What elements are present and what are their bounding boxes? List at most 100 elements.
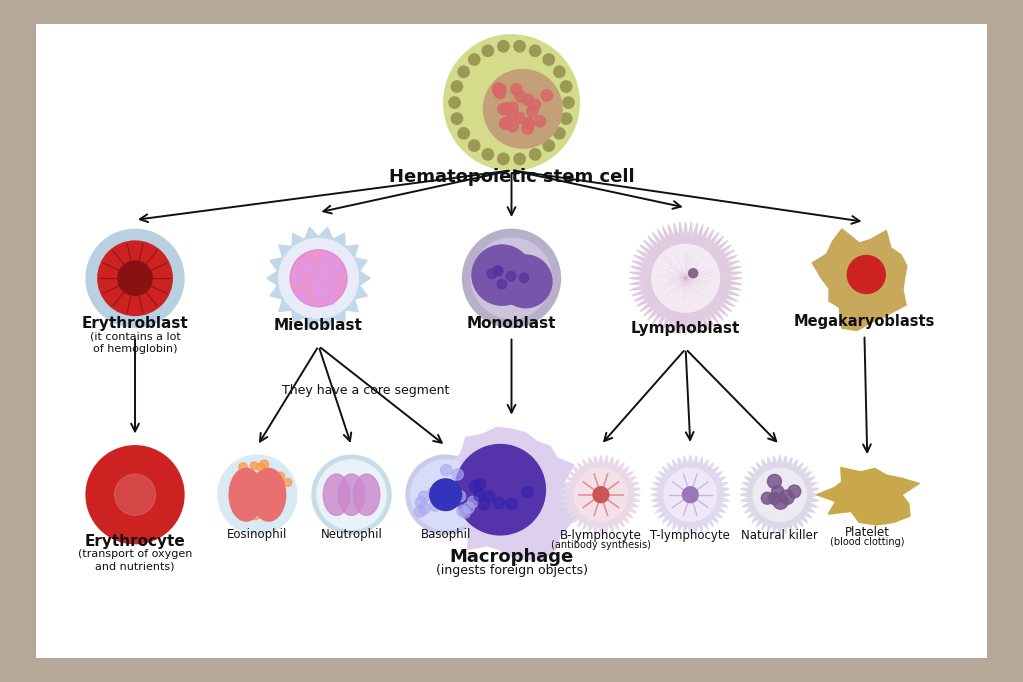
Ellipse shape (257, 505, 267, 515)
Text: Platelet: Platelet (845, 526, 890, 539)
Ellipse shape (317, 460, 387, 529)
Ellipse shape (507, 121, 519, 132)
Ellipse shape (86, 229, 184, 327)
Ellipse shape (266, 488, 277, 499)
Text: T-lymphocyte: T-lymphocyte (651, 529, 730, 542)
Ellipse shape (430, 479, 461, 511)
Ellipse shape (441, 464, 452, 476)
Text: Hematopoietic stem cell: Hematopoietic stem cell (389, 168, 634, 186)
Ellipse shape (522, 123, 533, 134)
Ellipse shape (300, 294, 307, 301)
Ellipse shape (244, 492, 254, 501)
Ellipse shape (768, 492, 781, 505)
Ellipse shape (250, 475, 260, 485)
Ellipse shape (498, 41, 509, 52)
Ellipse shape (482, 45, 493, 57)
Ellipse shape (472, 238, 551, 318)
Ellipse shape (487, 269, 496, 278)
Ellipse shape (250, 509, 261, 520)
Ellipse shape (452, 469, 463, 480)
Ellipse shape (514, 113, 525, 123)
Text: Lymphoblast: Lymphoblast (631, 321, 741, 336)
Ellipse shape (312, 278, 319, 285)
Text: (transport of oxygen
and nutrients): (transport of oxygen and nutrients) (78, 549, 192, 572)
Ellipse shape (284, 479, 292, 486)
Ellipse shape (497, 280, 506, 289)
Ellipse shape (501, 117, 513, 128)
Ellipse shape (495, 84, 506, 95)
Polygon shape (812, 229, 906, 331)
Polygon shape (651, 455, 729, 534)
Text: Neutrophil: Neutrophil (320, 528, 383, 541)
Ellipse shape (252, 469, 285, 521)
Ellipse shape (494, 87, 505, 99)
Ellipse shape (256, 490, 264, 499)
Ellipse shape (484, 70, 562, 148)
Ellipse shape (86, 446, 184, 544)
Ellipse shape (543, 140, 554, 151)
Ellipse shape (275, 472, 284, 481)
Text: Basophil: Basophil (420, 528, 471, 541)
Ellipse shape (688, 269, 698, 278)
Ellipse shape (761, 492, 773, 504)
Ellipse shape (315, 287, 322, 295)
Polygon shape (442, 428, 580, 560)
Ellipse shape (593, 487, 609, 503)
Text: Monoblast: Monoblast (466, 316, 557, 331)
Ellipse shape (475, 479, 486, 490)
Ellipse shape (325, 284, 332, 292)
Ellipse shape (323, 474, 350, 516)
Ellipse shape (506, 499, 518, 509)
Ellipse shape (767, 475, 782, 488)
Ellipse shape (493, 85, 504, 97)
Ellipse shape (575, 469, 627, 521)
Ellipse shape (523, 119, 534, 130)
Ellipse shape (563, 97, 574, 108)
Ellipse shape (529, 99, 540, 110)
Text: B-lymphocyte: B-lymphocyte (560, 529, 641, 542)
Ellipse shape (236, 489, 248, 501)
Ellipse shape (561, 113, 572, 124)
Ellipse shape (329, 269, 337, 277)
Ellipse shape (492, 83, 503, 94)
Ellipse shape (415, 496, 427, 508)
Ellipse shape (523, 94, 534, 106)
Text: (antibody synthesis): (antibody synthesis) (551, 540, 651, 550)
Text: (ingests foreign objects): (ingests foreign objects) (436, 565, 587, 578)
Ellipse shape (229, 469, 263, 521)
Ellipse shape (498, 153, 509, 164)
Ellipse shape (530, 149, 541, 160)
Ellipse shape (274, 499, 281, 507)
Ellipse shape (242, 479, 253, 489)
Ellipse shape (335, 265, 342, 272)
Ellipse shape (115, 474, 155, 516)
Ellipse shape (414, 505, 426, 517)
Ellipse shape (515, 91, 526, 102)
Ellipse shape (278, 239, 358, 318)
Ellipse shape (457, 505, 469, 516)
Text: They have a core segment: They have a core segment (282, 384, 449, 397)
Ellipse shape (312, 455, 391, 534)
Ellipse shape (430, 500, 441, 512)
Ellipse shape (292, 274, 299, 282)
Ellipse shape (506, 271, 516, 281)
Ellipse shape (499, 255, 552, 308)
Ellipse shape (339, 474, 364, 516)
Ellipse shape (269, 495, 278, 505)
Ellipse shape (506, 109, 518, 120)
Text: Megakaryoblasts: Megakaryoblasts (794, 314, 935, 329)
Text: Erythroblast: Erythroblast (82, 316, 188, 331)
Ellipse shape (459, 507, 471, 518)
Ellipse shape (534, 116, 545, 127)
Polygon shape (267, 227, 370, 329)
Ellipse shape (449, 97, 460, 108)
Ellipse shape (510, 84, 522, 95)
Ellipse shape (541, 90, 552, 101)
Ellipse shape (788, 485, 801, 498)
Ellipse shape (262, 488, 271, 498)
Ellipse shape (652, 244, 719, 312)
Ellipse shape (497, 104, 509, 115)
Ellipse shape (507, 102, 519, 113)
Ellipse shape (470, 481, 481, 492)
Ellipse shape (527, 106, 538, 117)
